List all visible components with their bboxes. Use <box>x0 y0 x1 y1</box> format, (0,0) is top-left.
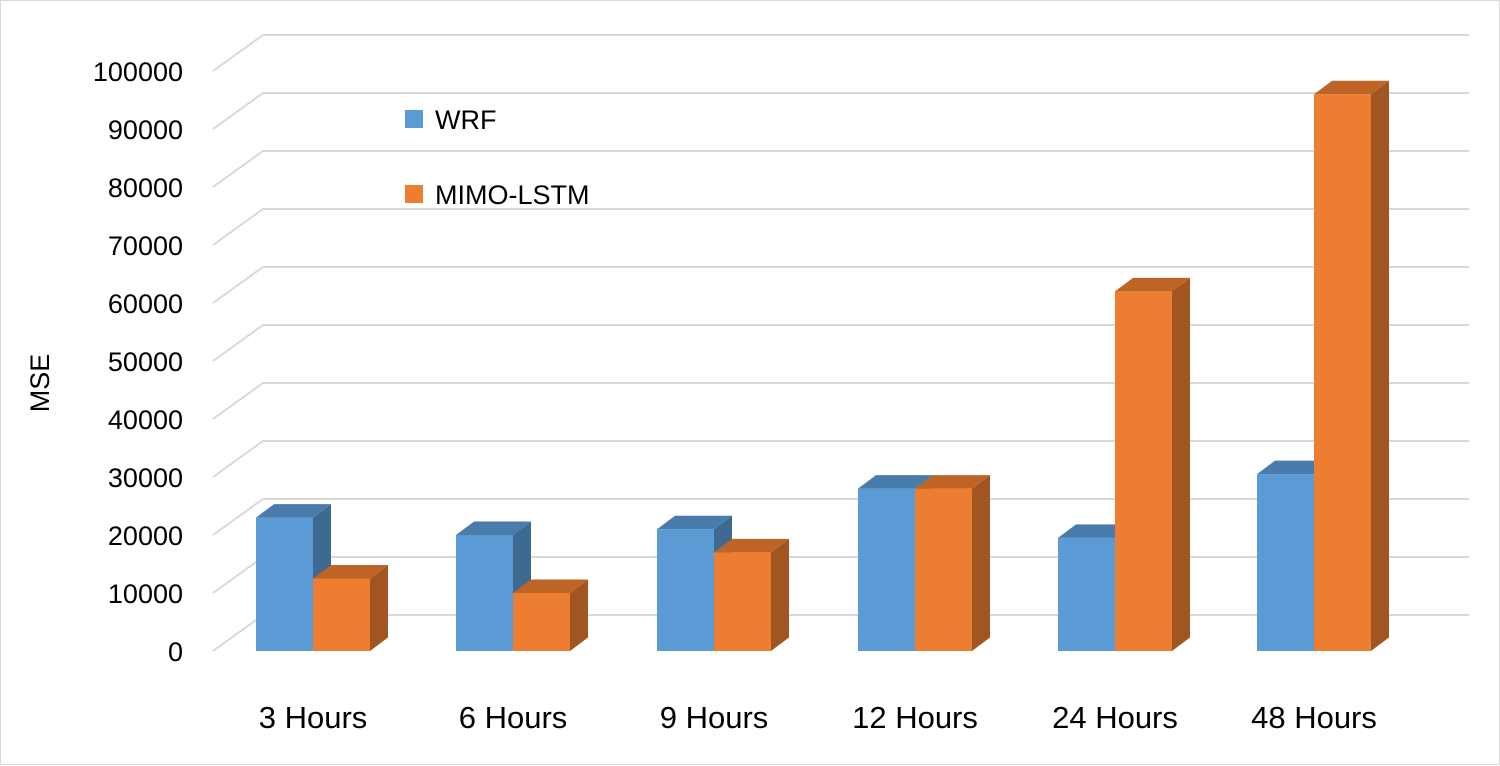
gridline <box>212 440 1469 478</box>
bars <box>256 80 1389 651</box>
x-axis-labels: 3 Hours 6 Hours 9 Hours 12 Hours 24 Hours 48 … <box>259 700 1377 735</box>
x-category-label: 12 Hours <box>852 700 978 735</box>
bar-mimo-lstm-9-hours <box>714 538 789 651</box>
gridline <box>212 324 1469 362</box>
bar-side <box>771 538 789 651</box>
bar-front <box>513 593 570 651</box>
bar-front <box>456 535 513 651</box>
bar-top <box>513 579 588 593</box>
y-tick-label: 20000 <box>108 521 183 551</box>
bar-mimo-lstm-24-hours <box>1115 277 1190 651</box>
x-category-label: 48 Hours <box>1251 700 1377 735</box>
bar-front <box>714 552 771 651</box>
bar-side <box>370 565 388 651</box>
bar-top <box>313 565 388 579</box>
legend: WRF MIMO-LSTM <box>405 105 590 210</box>
bar-front <box>657 529 714 651</box>
x-category-label: 6 Hours <box>459 700 568 735</box>
bar-front <box>1314 94 1371 651</box>
y-axis-ticks: 0 10000 20000 30000 40000 50000 60000 70000 8000… <box>93 57 183 667</box>
legend-label: MIMO-LSTM <box>435 180 590 210</box>
bar-mimo-lstm-3-hours <box>313 565 388 651</box>
bar-side <box>1371 80 1389 651</box>
gridline <box>212 382 1469 420</box>
bar-top <box>456 521 531 535</box>
bar-front <box>1058 537 1115 651</box>
x-category-label: 3 Hours <box>259 700 368 735</box>
y-tick-label: 90000 <box>108 115 183 145</box>
y-tick-label: 60000 <box>108 289 183 319</box>
y-tick-label: 10000 <box>108 579 183 609</box>
y-tick-label: 70000 <box>108 231 183 261</box>
bar-top <box>1115 277 1190 292</box>
y-axis-title: MSE <box>25 354 55 413</box>
gridline <box>212 208 1469 246</box>
legend-swatch <box>405 185 423 203</box>
x-category-label: 24 Hours <box>1052 700 1178 735</box>
bar-top <box>714 538 789 553</box>
bar-front <box>313 578 370 651</box>
y-tick-label: 80000 <box>108 173 183 203</box>
gridline <box>212 150 1469 188</box>
bar-front <box>256 517 313 651</box>
bar-side <box>1172 277 1190 651</box>
y-tick-label: 0 <box>168 637 183 667</box>
y-tick-label: 40000 <box>108 405 183 435</box>
gridlines <box>212 34 1469 652</box>
x-category-label: 9 Hours <box>660 700 769 735</box>
bar-mimo-lstm-6-hours <box>513 579 588 651</box>
bar-front <box>1115 291 1172 651</box>
bar-top <box>1058 524 1133 538</box>
y-tick-label: 100000 <box>93 57 183 87</box>
bar-top <box>1314 80 1389 95</box>
bar-side <box>972 475 990 651</box>
bar-side <box>570 579 588 651</box>
bar-top <box>256 504 331 518</box>
bar-mimo-lstm-48-hours <box>1314 80 1389 651</box>
gridline <box>212 498 1469 536</box>
gridline <box>212 266 1469 304</box>
gridline <box>212 34 1469 72</box>
gridline <box>212 92 1469 130</box>
legend-swatch <box>405 110 423 128</box>
y-tick-label: 30000 <box>108 463 183 493</box>
bar-top <box>1257 460 1332 475</box>
bar-top <box>657 515 732 530</box>
bar-top <box>858 475 933 489</box>
bar-mimo-lstm-12-hours <box>915 475 990 651</box>
y-tick-label: 50000 <box>108 347 183 377</box>
bar-top <box>915 475 990 489</box>
bar-front <box>915 488 972 651</box>
legend-label: WRF <box>435 105 496 135</box>
bar-front <box>858 488 915 651</box>
bar-front <box>1257 474 1314 651</box>
